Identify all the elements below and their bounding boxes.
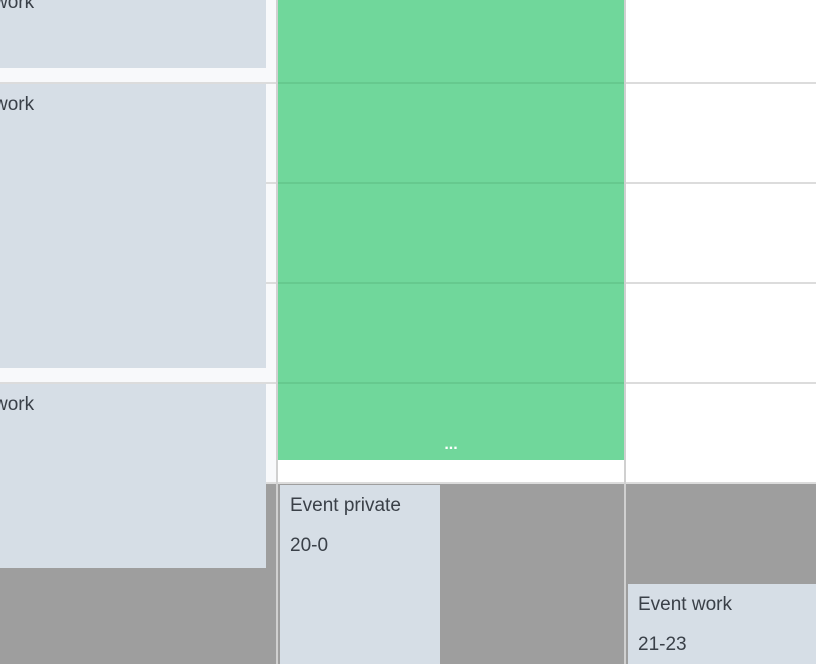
calendar-event[interactable]: work: [0, 84, 266, 368]
calendar-event[interactable]: Event work 21-23: [628, 584, 816, 664]
hour-line: [278, 82, 624, 84]
green-event[interactable]: ...: [278, 0, 624, 460]
event-title: Event private: [290, 495, 401, 516]
event-time: 20-0: [290, 535, 329, 556]
event-title: work: [0, 94, 35, 115]
calendar-event[interactable]: work: [0, 0, 266, 68]
hour-line: [278, 282, 624, 284]
event-title: Event work: [638, 594, 732, 615]
column-divider: [624, 0, 626, 664]
hour-line: [0, 482, 816, 484]
calendar-event[interactable]: work: [0, 384, 266, 568]
event-title: work: [0, 0, 35, 13]
event-title: work: [0, 394, 35, 415]
hour-line: [278, 182, 624, 184]
hour-line: [278, 382, 624, 384]
event-time: 21-23: [638, 634, 687, 655]
column-divider: [276, 0, 278, 664]
more-indicator[interactable]: ...: [444, 436, 458, 453]
calendar-event[interactable]: Event private 20-0: [280, 485, 440, 664]
